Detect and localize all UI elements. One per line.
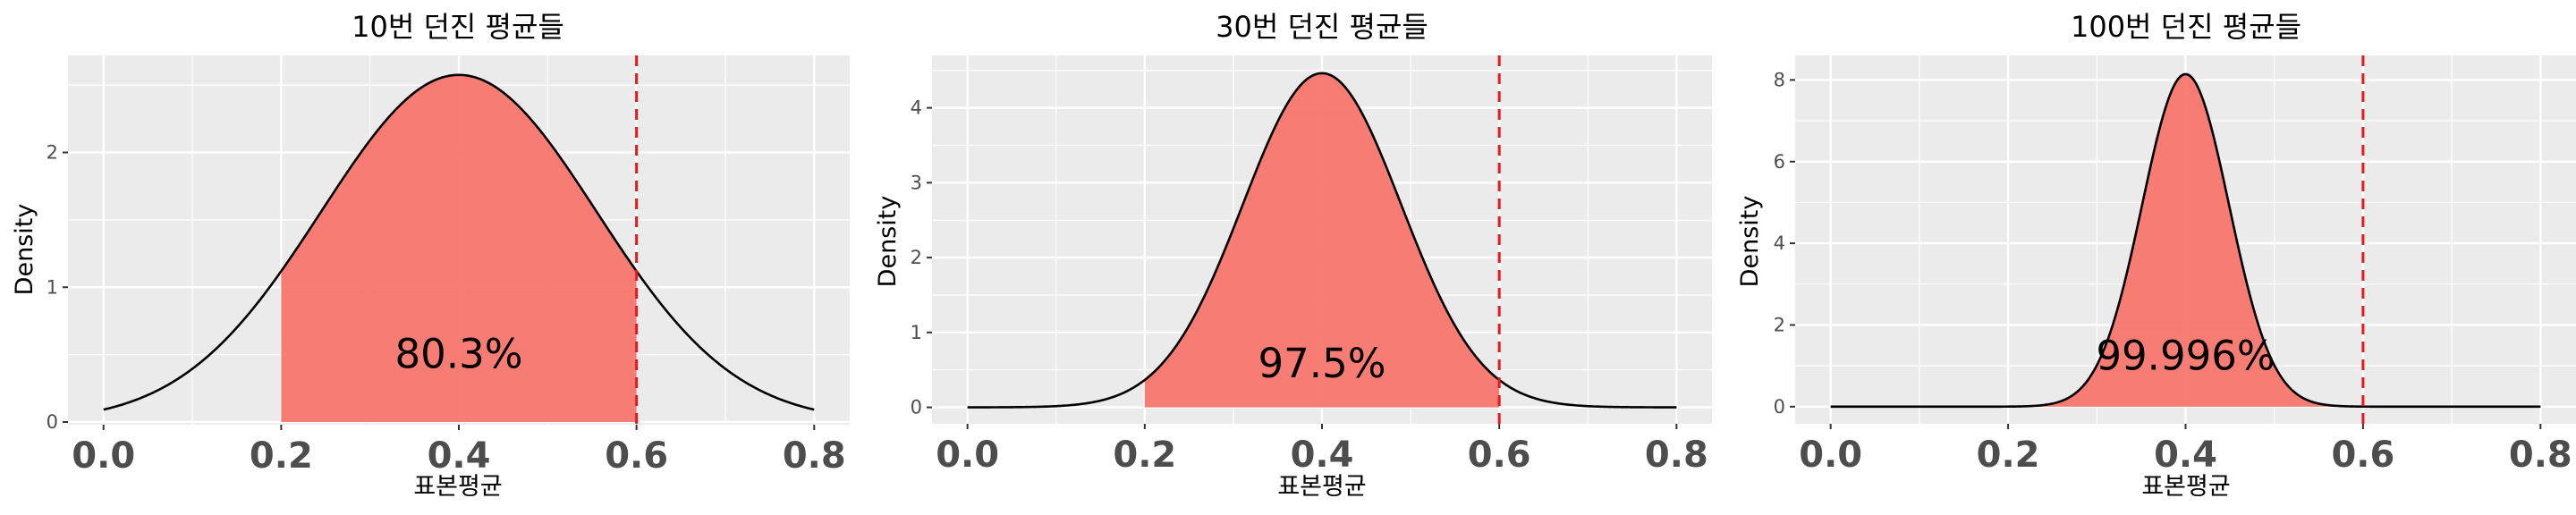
- x-tick-label: 0.0: [936, 435, 999, 476]
- chart-title: 10번 던진 평균들: [352, 10, 564, 44]
- y-axis-title: Density: [11, 204, 38, 296]
- probability-annotation: 97.5%: [1258, 340, 1386, 387]
- y-tick-label: 0: [911, 397, 922, 418]
- x-tick-label: 0.2: [1977, 435, 2040, 476]
- y-tick-label: 2: [1774, 314, 1785, 335]
- x-tick-label: 0.8: [1645, 435, 1708, 476]
- shaded-probability-area: [2008, 73, 2363, 407]
- chart-title: 30번 던진 평균들: [1216, 10, 1428, 44]
- y-tick-label: 6: [1774, 151, 1785, 173]
- plot-area: 97.5% 0.0 0.2 0.4 0.6 0.8 0 1 2 3 4: [911, 55, 1712, 476]
- x-tick-label: 0.4: [428, 435, 491, 477]
- probability-annotation: 99.996%: [2096, 333, 2275, 380]
- plot-area: 80.3% 0.0 0.2 0.4 0.6 0.8 0 1 2: [47, 55, 850, 477]
- shaded-probability-area: [1144, 72, 1500, 408]
- y-tick-label: 3: [911, 172, 922, 193]
- y-tick-label: 8: [1774, 69, 1785, 90]
- chart-panel-100-throws: 100번 던진 평균들 99.996%0.0 0.2 0.4 0.6 0.802468 …: [1736, 10, 2576, 501]
- y-tick-label: 1: [47, 276, 58, 298]
- x-tick-label: 0.8: [783, 435, 846, 477]
- density-curve: [1830, 72, 2541, 409]
- x-axis-title: 표본평균: [413, 473, 502, 501]
- y-tick-label: 2: [911, 247, 922, 268]
- y-tick-label: 1: [911, 322, 922, 343]
- x-axis-title: 표본평균: [2141, 473, 2230, 501]
- y-tick-label: 4: [911, 97, 922, 119]
- y-axis-title: Density: [1736, 196, 1764, 288]
- density-curve: [103, 73, 815, 411]
- x-tick-label: 0.8: [2509, 435, 2572, 476]
- shaded-probability-area: [281, 74, 637, 422]
- y-tick-label: 4: [1774, 232, 1785, 254]
- x-tick-label: 0.0: [1799, 435, 1862, 476]
- y-tick-label: 0: [47, 411, 58, 433]
- y-tick-label: 0: [1774, 396, 1785, 418]
- x-tick-label: 0.2: [250, 435, 313, 477]
- x-tick-label: 0.2: [1113, 435, 1176, 476]
- x-tick-label: 0.4: [2154, 435, 2217, 476]
- y-axis-title: Density: [874, 196, 902, 288]
- x-tick-label: 0.6: [1468, 435, 1531, 476]
- x-tick-label: 0.6: [605, 435, 668, 477]
- density-curve: [967, 72, 1677, 409]
- x-tick-label: 0.4: [1291, 435, 1354, 476]
- chart-panel-30-throws: 30번 던진 평균들 97.5% 0.0 0.2 0.4 0.6 0.8 0 1 2 3 4 표본평…: [874, 10, 1712, 501]
- x-tick-label: 0.6: [2331, 435, 2394, 476]
- x-axis-title: 표본평균: [1277, 473, 1366, 501]
- probability-annotation: 80.3%: [395, 331, 523, 378]
- x-tick-label: 0.0: [72, 435, 135, 477]
- plot-area: 99.996% 0.0 0.2 0.4 0.6 0.8 0 2 4 6 8: [1774, 55, 2576, 476]
- y-tick-label: 2: [47, 142, 58, 164]
- chart-title: 100번 던진 평균들: [2071, 10, 2301, 44]
